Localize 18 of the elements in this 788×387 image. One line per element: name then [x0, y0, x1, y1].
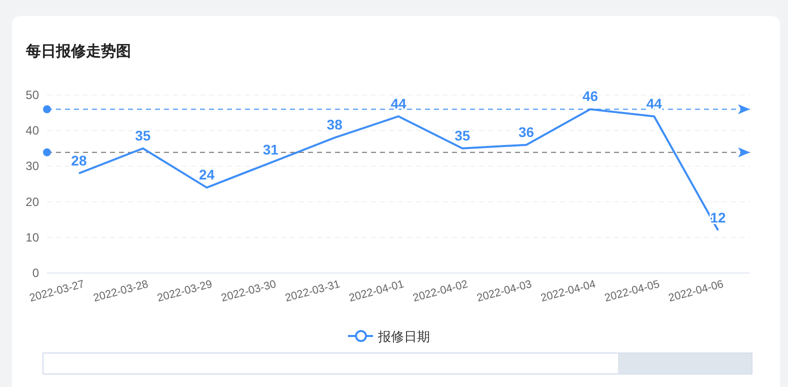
data-label: 35 [135, 127, 151, 144]
data-label: 44 [646, 95, 662, 112]
y-tick-label: 30 [26, 159, 40, 174]
chart-title: 每日报修走势图 [25, 43, 131, 60]
y-tick-label: 10 [26, 230, 40, 244]
data-label: 36 [518, 124, 534, 140]
data-label: 38 [326, 116, 343, 133]
y-tick-label: 0 [32, 266, 40, 280]
y-tick-label: 40 [26, 124, 40, 138]
legend-label: 报修日期 [377, 329, 430, 344]
data-label: 46 [582, 88, 598, 104]
data-label: 28 [71, 152, 87, 168]
data-label: 12 [710, 209, 726, 226]
data-label: 24 [198, 166, 215, 183]
data-label: 44 [390, 95, 406, 112]
y-tick-label: 20 [26, 194, 40, 209]
y-tick-label: 50 [26, 88, 40, 102]
data-label: 35 [454, 127, 470, 144]
